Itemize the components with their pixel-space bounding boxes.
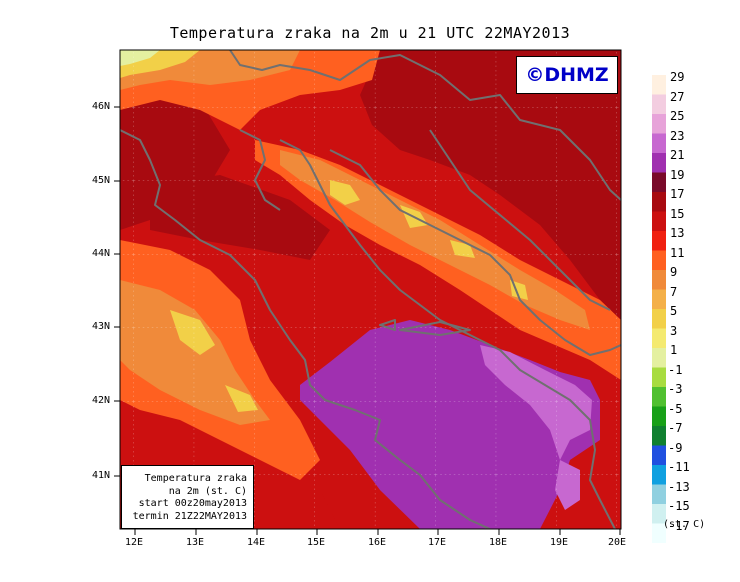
- lon-label-14e: 14E: [247, 537, 266, 548]
- colorbar: [652, 75, 666, 543]
- colorbar-label: 19: [670, 167, 685, 182]
- colorbar-label: 21: [670, 148, 685, 162]
- lon-label-16e: 16E: [368, 537, 387, 548]
- colorbar-swatch: [652, 465, 666, 485]
- map-title: Temperatura zraka na 2m u 21 UTC 22MAY20…: [169, 24, 571, 42]
- lon-label-18e: 18E: [489, 537, 508, 548]
- island-2: [399, 321, 471, 336]
- colorbar-swatch: [652, 211, 666, 231]
- colorbar-label: 17: [670, 187, 685, 201]
- colorbar-swatch: [652, 445, 666, 465]
- lon-label-19e: 19E: [550, 537, 569, 548]
- lon-label-13e: 13E: [186, 537, 205, 548]
- info-line-4: termin 21Z22MAY2013: [132, 510, 247, 522]
- colorbar-label: 5: [670, 304, 678, 318]
- map-frame: [119, 49, 622, 530]
- colorbar-label: 9: [670, 265, 678, 279]
- colorbar-label: 29: [670, 70, 685, 84]
- colorbar-swatch: [652, 426, 666, 446]
- colorbar-label: -1: [668, 362, 683, 377]
- colorbar-swatch: [652, 133, 666, 153]
- coastlines: [120, 50, 621, 529]
- colorbar-swatch: [652, 387, 666, 407]
- colorbar-swatch: [652, 523, 666, 543]
- colorbar-label: -7: [668, 421, 683, 435]
- croatia-coast: [279, 139, 616, 529]
- colorbar-swatch: [652, 94, 666, 114]
- colorbar-swatch: [652, 231, 666, 251]
- lat-label-46n: 46N: [92, 101, 111, 112]
- colorbar-swatch: [652, 504, 666, 524]
- info-line-3: start 00z20may2013: [138, 498, 247, 509]
- axis-ticks: [114, 106, 621, 535]
- lon-label-12e: 12E: [125, 537, 144, 548]
- northern-border: [229, 50, 621, 201]
- colorbar-swatch: [652, 270, 666, 290]
- italy-coast-east: [120, 129, 491, 529]
- colorbar-swatch: [652, 75, 666, 95]
- colorbar-label: -17: [668, 518, 690, 533]
- colorbar-label: 3: [670, 323, 678, 338]
- colorbar-label: 23: [670, 128, 685, 143]
- colorbar-label: 11: [670, 245, 685, 260]
- lat-label-41n: 41N: [92, 470, 111, 481]
- graticule: [120, 50, 621, 529]
- lon-label-20e: 20E: [608, 537, 627, 548]
- colorbar-swatch: [652, 172, 666, 192]
- colorbar-label: -15: [668, 499, 690, 513]
- colorbar-swatch: [652, 289, 666, 309]
- lon-label-17e: 17E: [428, 537, 447, 548]
- colorbar-swatch: [652, 406, 666, 426]
- colorbar-label: 27: [670, 89, 685, 104]
- colorbar-label: 25: [670, 109, 685, 123]
- colorbar-swatch: [652, 367, 666, 387]
- colorbar-label: 13: [670, 226, 685, 240]
- colorbar-label: -3: [668, 382, 683, 396]
- colorbar-label: -5: [668, 401, 683, 416]
- bosnia-border: [429, 129, 611, 311]
- lon-label-15e: 15E: [307, 537, 326, 548]
- lat-label-44n: 44N: [92, 248, 111, 259]
- colorbar-label: -11: [668, 460, 690, 474]
- istria-coast: [239, 129, 281, 211]
- colorbar-swatch: [652, 309, 666, 329]
- map-field: [120, 50, 621, 529]
- info-line-2: na 2m (st. C): [168, 485, 247, 497]
- colorbar-units: (st. C): [663, 519, 706, 530]
- colorbar-swatch: [652, 192, 666, 212]
- colorbar-label: 15: [670, 206, 685, 221]
- colorbar-swatch: [652, 484, 666, 504]
- island-1: [379, 319, 396, 331]
- colorbar-label: 1: [670, 343, 678, 357]
- info-box: Temperatura zraka na 2m (st. C) start 00…: [121, 465, 254, 529]
- colorbar-label: -9: [668, 440, 683, 455]
- colorbar-label: -13: [668, 479, 690, 494]
- colorbar-label: 7: [670, 284, 678, 299]
- info-line-1: Temperatura zraka: [144, 473, 247, 484]
- lat-label-42n: 42N: [92, 395, 111, 406]
- dhmz-logo: ©DHMZ: [516, 56, 618, 94]
- inland-border: [329, 149, 621, 356]
- colorbar-swatch: [652, 153, 666, 173]
- colorbar-swatch: [652, 328, 666, 348]
- colorbar-swatch: [652, 114, 666, 134]
- colorbar-swatch: [652, 348, 666, 368]
- lat-label-45n: 45N: [92, 175, 111, 186]
- colorbar-swatch: [652, 250, 666, 270]
- lat-label-43n: 43N: [92, 321, 111, 332]
